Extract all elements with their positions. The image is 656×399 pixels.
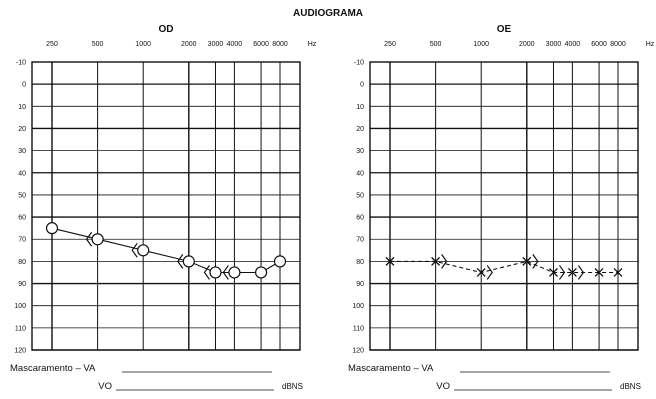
unit-label: dBNS — [282, 382, 303, 391]
unit-label: dBNS — [620, 382, 641, 391]
data-point-bracket — [131, 242, 138, 258]
x-tick-label: 6000 — [591, 41, 607, 48]
data-point-bracket — [177, 254, 184, 269]
y-tick-label: 100 — [352, 303, 364, 310]
y-tick-label: -10 — [16, 60, 26, 67]
y-tick-label: 60 — [18, 215, 26, 222]
x-tick-label: 2000 — [519, 41, 535, 48]
data-point-circle — [182, 255, 195, 268]
ear-label: OE — [497, 24, 512, 35]
data-point-cross — [594, 268, 604, 277]
x-tick-label: 4000 — [227, 41, 243, 48]
x-unit-label: Hz — [646, 41, 655, 48]
data-point-bracket — [532, 254, 539, 269]
data-point-cross — [431, 256, 441, 266]
data-point-bracket — [222, 265, 229, 280]
data-point-circle — [45, 222, 59, 235]
y-tick-label: 20 — [356, 126, 364, 133]
x-unit-label: Hz — [308, 41, 317, 48]
y-tick-label: 0 — [360, 82, 364, 89]
data-point-bracket — [85, 231, 93, 247]
x-tick-label: 1000 — [135, 41, 151, 48]
x-tick-label: 250 — [46, 41, 58, 48]
y-tick-label: 0 — [22, 82, 26, 89]
vo-label: VO — [98, 381, 112, 392]
data-point-cross — [476, 268, 486, 277]
data-point-cross — [549, 268, 558, 277]
data-point-cross — [385, 256, 395, 266]
data-point-circle — [228, 266, 241, 279]
x-tick-label: 1000 — [473, 41, 489, 48]
y-tick-label: 80 — [18, 259, 26, 266]
y-tick-label: 100 — [14, 303, 26, 310]
x-tick-label: 3000 — [546, 41, 562, 48]
chart-title: AUDIOGRAMA — [293, 8, 363, 19]
data-point-bracket — [577, 265, 585, 280]
y-tick-label: 120 — [352, 348, 364, 355]
plot-frame — [369, 61, 639, 351]
plot-frame — [31, 61, 301, 351]
y-tick-label: 90 — [18, 281, 26, 288]
data-point-cross — [522, 256, 532, 266]
x-tick-label: 8000 — [610, 41, 626, 48]
x-tick-label: 4000 — [565, 41, 581, 48]
audiogram-panel-od: -10 0 10 20 30 40 50 60 70 80 90 100 110 120 250 500 100… — [10, 24, 317, 392]
data-point-bracket — [558, 265, 566, 280]
y-tick-label: 80 — [356, 259, 364, 266]
data-point-cross — [613, 268, 623, 277]
x-tick-label: 250 — [384, 41, 396, 48]
y-tick-label: 10 — [18, 104, 26, 111]
series-line — [51, 227, 281, 274]
data-point-circle — [91, 233, 104, 246]
y-tick-label: 50 — [356, 192, 364, 199]
ear-label: OD — [159, 24, 174, 35]
y-tick-label: 20 — [18, 126, 26, 133]
y-tick-label: 50 — [18, 192, 26, 199]
data-point-cross — [567, 268, 577, 277]
data-point-bracket — [486, 265, 493, 280]
masking-label: Mascaramento – VA — [348, 363, 434, 374]
x-tick-label: 2000 — [181, 41, 197, 48]
y-tick-label: 30 — [18, 148, 26, 155]
data-point-circle — [209, 266, 222, 279]
y-tick-label: -10 — [354, 60, 364, 67]
data-point-bracket — [441, 254, 448, 269]
y-tick-label: 120 — [14, 348, 26, 355]
audiogram-panel-oe: -10 0 10 20 30 40 50 60 70 80 90 100 110 120 250 500 100… — [348, 24, 655, 392]
y-tick-label: 40 — [18, 170, 26, 177]
data-point-bracket — [203, 265, 210, 280]
data-point-circle — [273, 255, 287, 268]
vo-label: VO — [436, 381, 450, 392]
y-tick-label: 110 — [353, 325, 364, 332]
y-tick-label: 40 — [356, 170, 364, 177]
x-tick-label: 8000 — [272, 41, 288, 48]
x-tick-label: 3000 — [208, 41, 224, 48]
y-tick-label: 90 — [356, 281, 364, 288]
series-line — [390, 260, 618, 274]
y-tick-label: 70 — [18, 237, 26, 244]
data-point-circle — [254, 266, 268, 279]
y-tick-label: 10 — [356, 104, 364, 111]
x-tick-label: 500 — [92, 41, 104, 48]
x-tick-label: 6000 — [253, 41, 269, 48]
y-tick-label: 30 — [356, 148, 364, 155]
masking-label: Mascaramento – VA — [10, 363, 96, 374]
y-tick-label: 70 — [356, 237, 364, 244]
y-tick-label: 60 — [356, 215, 364, 222]
y-tick-label: 110 — [15, 325, 26, 332]
data-point-circle — [137, 244, 150, 257]
x-tick-label: 500 — [430, 41, 442, 48]
